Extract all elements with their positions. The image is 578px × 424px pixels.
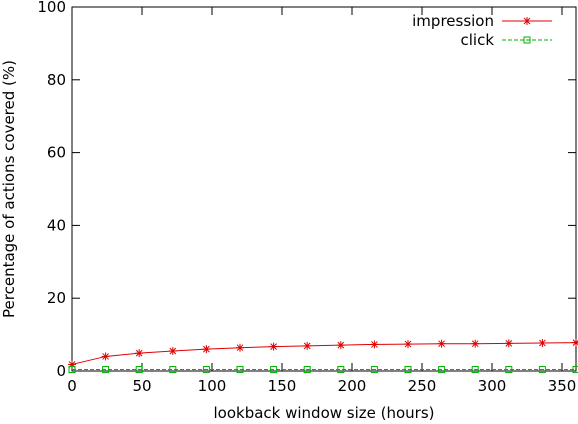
x-tick-label: 250 [408, 377, 437, 395]
data-point-click [169, 366, 177, 374]
data-point-impression [135, 349, 144, 358]
x-tick-label: 50 [132, 377, 151, 395]
data-point-click [438, 366, 446, 374]
x-tick-label: 0 [67, 377, 77, 395]
data-point-impression [471, 339, 480, 348]
data-point-impression [370, 340, 379, 349]
data-point-impression [504, 339, 513, 348]
legend-label-click: click [460, 31, 494, 49]
legend-sample-impression [502, 17, 552, 25]
y-tick-label: 20 [47, 289, 66, 307]
x-tick-label: 350 [548, 377, 577, 395]
data-point-click [505, 366, 513, 374]
y-tick-label: 60 [47, 144, 66, 162]
data-point-click [471, 366, 479, 374]
legend-label-impression: impression [412, 12, 494, 30]
data-point-impression [269, 342, 278, 351]
data-point-impression [236, 343, 244, 352]
x-tick-label: 300 [478, 377, 507, 395]
data-point-click [404, 366, 412, 374]
x-axis-ticks: 0 50 100 150 200 250 300 350 [67, 7, 576, 395]
legend-marker-impression [523, 17, 531, 25]
y-tick-label: 80 [47, 71, 66, 89]
plot-frame [71, 6, 577, 372]
x-tick-label: 150 [268, 377, 297, 395]
data-point-click [370, 366, 378, 374]
data-point-click [202, 366, 210, 374]
data-point-impression [437, 339, 446, 348]
data-point-impression [101, 352, 110, 361]
data-point-click [102, 366, 110, 374]
x-axis-title: lookback window size (hours) [213, 404, 434, 422]
data-point-click [135, 366, 143, 374]
x-tick-label: 100 [198, 377, 227, 395]
data-point-impression [538, 338, 547, 347]
series-layer [68, 338, 578, 374]
y-axis-title: Percentage of actions covered (%) [0, 60, 18, 318]
data-point-click [337, 366, 345, 374]
data-point-click [572, 366, 578, 374]
legend-marker-click [523, 36, 531, 44]
y-tick-label: 40 [47, 216, 66, 234]
data-point-click [236, 366, 244, 374]
series-line-impression [71, 342, 577, 365]
data-point-click [538, 366, 546, 374]
x-tick-label: 200 [338, 377, 367, 395]
data-point-impression [303, 341, 312, 350]
data-point-click [270, 366, 278, 374]
data-point-impression [572, 338, 578, 347]
y-tick-label: 100 [37, 0, 66, 16]
data-point-impression [168, 346, 177, 355]
legend: impression click [412, 12, 552, 49]
y-tick-label: 0 [56, 362, 66, 380]
data-point-impression [404, 340, 412, 349]
data-point-click [303, 366, 311, 374]
data-point-impression [336, 341, 345, 350]
data-point-impression [202, 345, 211, 354]
y-axis-ticks: 0 20 40 60 80 100 [37, 0, 576, 380]
legend-sample-click [502, 36, 552, 44]
data-point-click [68, 366, 76, 374]
